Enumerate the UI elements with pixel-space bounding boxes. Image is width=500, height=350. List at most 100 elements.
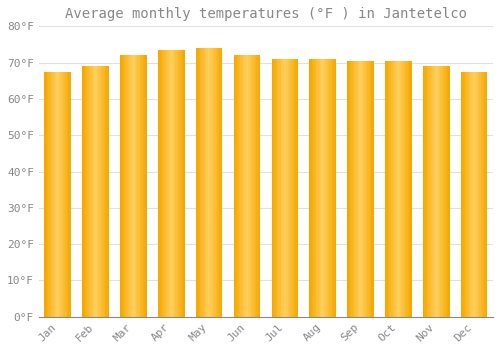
Bar: [285, 59, 286, 317]
Bar: [371, 61, 372, 317]
Bar: [296, 59, 297, 317]
Bar: [55, 72, 56, 317]
Bar: [251, 55, 252, 317]
Bar: [480, 72, 481, 317]
Bar: [359, 61, 360, 317]
Bar: [435, 66, 436, 317]
Bar: [350, 61, 352, 317]
Bar: [360, 61, 362, 317]
Bar: [444, 66, 446, 317]
Bar: [354, 61, 356, 317]
Bar: [51, 72, 52, 317]
Bar: [315, 59, 316, 317]
Bar: [102, 66, 104, 317]
Bar: [472, 72, 473, 317]
Bar: [174, 50, 176, 317]
Bar: [356, 61, 358, 317]
Bar: [292, 59, 293, 317]
Bar: [278, 59, 280, 317]
Bar: [196, 48, 197, 317]
Bar: [484, 72, 486, 317]
Bar: [216, 48, 217, 317]
Bar: [318, 59, 320, 317]
Bar: [362, 61, 363, 317]
Bar: [393, 61, 394, 317]
Bar: [280, 59, 281, 317]
Bar: [176, 50, 178, 317]
Bar: [122, 55, 123, 317]
Bar: [132, 55, 134, 317]
Bar: [234, 55, 235, 317]
Bar: [397, 61, 398, 317]
Bar: [408, 61, 409, 317]
Bar: [394, 61, 396, 317]
Bar: [476, 72, 477, 317]
Bar: [348, 61, 350, 317]
Bar: [461, 72, 462, 317]
Bar: [242, 55, 243, 317]
Bar: [238, 55, 239, 317]
Bar: [66, 72, 67, 317]
Bar: [214, 48, 216, 317]
Bar: [432, 66, 434, 317]
Bar: [281, 59, 282, 317]
Bar: [82, 66, 84, 317]
Bar: [92, 66, 93, 317]
Bar: [248, 55, 250, 317]
Bar: [401, 61, 402, 317]
Bar: [326, 59, 328, 317]
Bar: [62, 72, 63, 317]
Bar: [134, 55, 135, 317]
Bar: [428, 66, 430, 317]
Bar: [138, 55, 140, 317]
Bar: [424, 66, 426, 317]
Bar: [166, 50, 168, 317]
Bar: [93, 66, 94, 317]
Bar: [97, 66, 98, 317]
Bar: [282, 59, 284, 317]
Bar: [60, 72, 62, 317]
Bar: [254, 55, 255, 317]
Bar: [68, 72, 70, 317]
Bar: [259, 55, 260, 317]
Bar: [56, 72, 58, 317]
Bar: [200, 48, 201, 317]
Bar: [164, 50, 166, 317]
Bar: [67, 72, 68, 317]
Bar: [218, 48, 220, 317]
Bar: [59, 72, 60, 317]
Bar: [284, 59, 285, 317]
Bar: [144, 55, 146, 317]
Bar: [297, 59, 298, 317]
Bar: [236, 55, 238, 317]
Bar: [276, 59, 277, 317]
Bar: [96, 66, 97, 317]
Bar: [364, 61, 366, 317]
Bar: [250, 55, 251, 317]
Bar: [388, 61, 389, 317]
Bar: [239, 55, 240, 317]
Bar: [209, 48, 210, 317]
Bar: [50, 72, 51, 317]
Bar: [392, 61, 393, 317]
Bar: [396, 61, 397, 317]
Title: Average monthly temperatures (°F ) in Jantetelco: Average monthly temperatures (°F ) in Ja…: [65, 7, 467, 21]
Bar: [178, 50, 179, 317]
Bar: [436, 66, 438, 317]
Bar: [70, 72, 71, 317]
Bar: [105, 66, 106, 317]
Bar: [46, 72, 47, 317]
Bar: [400, 61, 401, 317]
Bar: [162, 50, 164, 317]
Bar: [235, 55, 236, 317]
Bar: [94, 66, 96, 317]
Bar: [328, 59, 330, 317]
Bar: [244, 55, 246, 317]
Bar: [470, 72, 472, 317]
Bar: [366, 61, 367, 317]
Bar: [100, 66, 101, 317]
Bar: [131, 55, 132, 317]
Bar: [294, 59, 296, 317]
Bar: [477, 72, 478, 317]
Bar: [468, 72, 469, 317]
